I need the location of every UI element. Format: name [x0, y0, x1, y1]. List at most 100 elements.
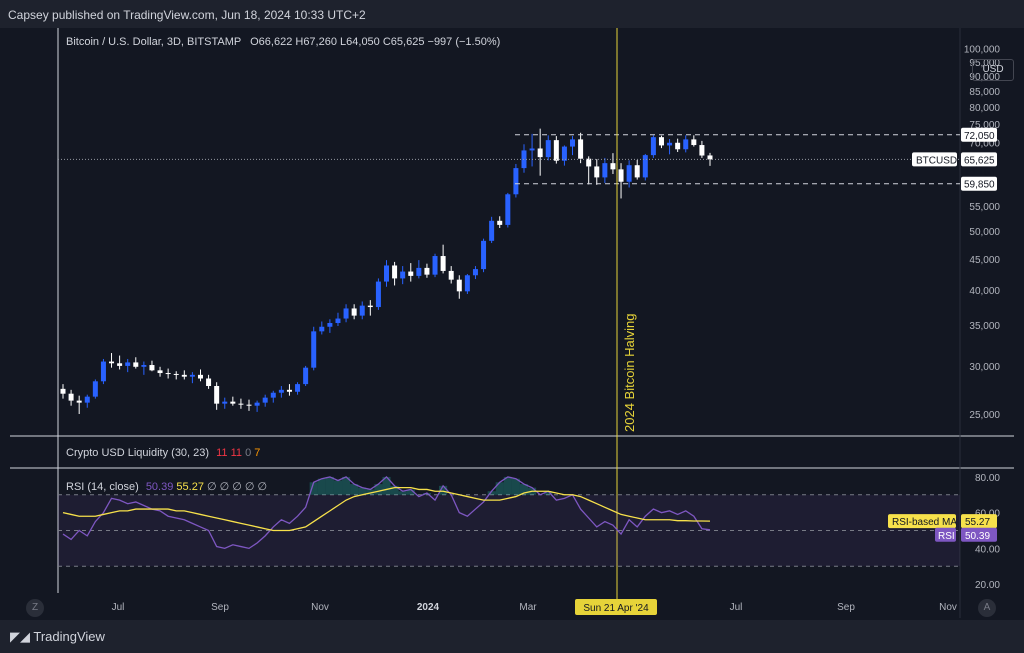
candle-body: [206, 378, 212, 386]
candle-body: [222, 401, 228, 404]
tradingview-logo: ◤◢ TradingView: [10, 629, 105, 645]
candle-body: [594, 166, 600, 178]
rsi-tick-label: 40.00: [975, 544, 1000, 555]
support-tag: 59,850: [964, 180, 995, 191]
candle-body: [691, 139, 697, 146]
candle-body: [319, 326, 325, 332]
chart-frame[interactable]: 100,000 95,000 90,000 85,000 80,000 75,000 70,…: [10, 28, 1014, 618]
rsi-value-tag: 50.39: [965, 531, 990, 542]
candle-body: [173, 373, 179, 375]
rsi-tag-name: RSI: [938, 531, 955, 542]
price-tick-label: 85,000: [969, 87, 1000, 98]
last-price-tag-bg: [961, 152, 997, 167]
candle-body: [125, 362, 131, 366]
candle-body: [400, 271, 406, 279]
rsi-overbought-fill: [366, 489, 375, 495]
liquidity-v3: 0: [245, 447, 252, 459]
time-tick-label: Nov: [939, 602, 957, 613]
candle-body: [602, 163, 608, 178]
rsi-ma-value-bg: [961, 514, 997, 529]
candle-body: [359, 305, 365, 316]
candle-body: [270, 392, 276, 398]
candle-body: [537, 148, 543, 158]
time-tick-label: Mar: [519, 602, 537, 613]
rsi-overbought-fill: [333, 480, 343, 495]
rsi-tick-label: 20.00: [975, 580, 1000, 591]
candle-body: [683, 139, 689, 150]
candle-body: [117, 363, 123, 366]
candle-body: [311, 331, 317, 368]
candle-body: [375, 281, 381, 308]
ohlc-open: O66,622: [250, 36, 293, 48]
candle-body: [335, 318, 341, 323]
currency-button[interactable]: USD: [972, 59, 1014, 81]
candle-body: [489, 220, 495, 241]
price-tick-label: 35,000: [969, 321, 1000, 332]
candle-body: [76, 400, 82, 403]
candle-body: [165, 373, 171, 375]
rsi-tag-bg: [935, 527, 956, 542]
rsi-overbought-fill: [439, 485, 448, 495]
timezone-button-left[interactable]: Z: [26, 599, 44, 617]
rsi-ma-tag-bg: [888, 514, 956, 529]
candle-body: [133, 362, 139, 367]
candle-body: [109, 361, 115, 364]
publisher-text: Capsey published on TradingView.com, Jun…: [8, 8, 366, 22]
candle-body: [707, 155, 713, 160]
rsi-overbought-fill: [382, 476, 391, 495]
candle-body: [553, 140, 559, 161]
ohlc-change: −997 (−1.50%): [427, 36, 501, 48]
candle-body: [384, 265, 389, 282]
ohlc-high: H67,260: [295, 36, 337, 48]
auto-scale-button[interactable]: A: [978, 599, 996, 617]
price-tick-label: 40,000: [969, 286, 1000, 297]
chart-canvas[interactable]: 100,000 95,000 90,000 85,000 80,000 75,000 70,…: [10, 28, 1014, 618]
candle-body: [92, 381, 98, 397]
candle-body: [667, 142, 673, 146]
candle-body: [189, 374, 195, 377]
candle-body: [278, 389, 284, 393]
liquidity-v4: 7: [254, 447, 261, 459]
candle-body: [464, 275, 470, 292]
rsi-overbought-fill: [503, 476, 512, 495]
symbol-legend: Bitcoin / U.S. Dollar, 3D, BITSTAMP O66,…: [66, 36, 500, 48]
price-tick-label: 70,000: [969, 138, 1000, 149]
candle-body: [343, 308, 349, 319]
candle-body: [513, 168, 519, 195]
ohlc-low: L64,050: [340, 36, 380, 48]
candle-body: [286, 389, 292, 392]
candle-body: [626, 165, 632, 182]
time-tick-label: Nov: [311, 602, 329, 613]
candle-body: [699, 145, 705, 156]
rsi-overbought-fill: [487, 491, 496, 495]
rsi-ma-tag-name: RSI-based MA: [892, 517, 957, 528]
candle-body: [586, 158, 592, 167]
candle-body: [68, 393, 74, 401]
rsi-overbought-fill: [519, 484, 529, 495]
candle-body: [303, 367, 309, 385]
price-tick-label: 50,000: [969, 227, 1000, 238]
candle-body: [246, 404, 252, 406]
resistance-tag: 72,050: [964, 131, 995, 142]
candle-body: [481, 240, 487, 270]
rsi-legend: RSI (14, close) 50.39 55.27 ∅ ∅ ∅ ∅ ∅: [66, 480, 267, 493]
publisher-bar: Capsey published on TradingView.com, Jun…: [0, 0, 1024, 28]
candle-body: [675, 142, 681, 150]
support-tag-bg: [961, 176, 997, 191]
candle-body: [448, 270, 454, 280]
rsi-legend-value: 50.39: [145, 481, 174, 493]
candle-body: [295, 384, 301, 392]
candle-body: [497, 220, 503, 225]
candle-body: [570, 139, 576, 147]
candle-body: [634, 165, 640, 178]
candle-body: [262, 397, 268, 403]
rsi-overbought-fill: [374, 484, 383, 495]
rsi-overbought-fill: [406, 489, 415, 495]
rsi-overbought-fill: [342, 476, 351, 495]
footer-bar: ◤◢ TradingView: [0, 620, 1024, 653]
candle-body: [578, 139, 584, 159]
tradingview-brand: TradingView: [33, 629, 105, 644]
candle-body: [424, 267, 430, 275]
candle-body: [230, 401, 236, 404]
candle-body: [392, 265, 398, 279]
